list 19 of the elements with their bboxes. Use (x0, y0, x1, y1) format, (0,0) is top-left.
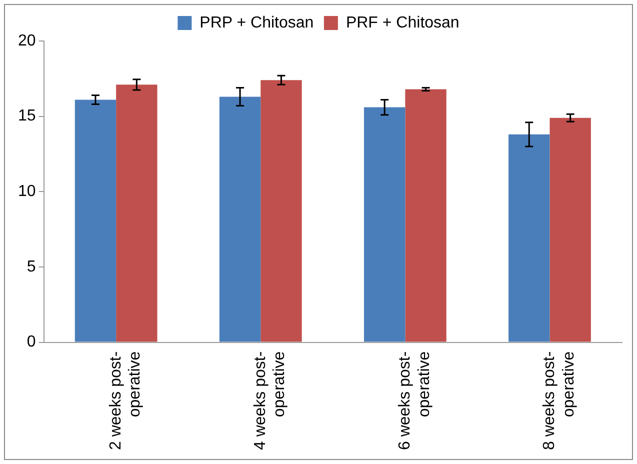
y-tick-label: 15 (18, 108, 36, 125)
bar (74, 100, 116, 342)
bar (405, 89, 446, 342)
bar (508, 134, 550, 342)
y-tick-label: 20 (18, 32, 36, 50)
bar (219, 96, 261, 342)
y-tick-label: 10 (18, 183, 36, 200)
bar (550, 118, 591, 342)
bar (116, 84, 158, 342)
bar (364, 107, 406, 342)
legend-label: PRF + Chitosan (346, 14, 460, 32)
legend-label: PRP + Chitosan (200, 14, 314, 32)
x-tick-label: 2 weeks post-operative (107, 351, 144, 450)
x-tick-label: 6 weeks post-operative (396, 351, 433, 450)
y-tick-label: 5 (26, 258, 36, 276)
x-tick-label: 8 weeks post-operative (541, 351, 578, 450)
x-tick-label: 4 weeks post-operative (252, 351, 288, 450)
y-tick-label: 0 (26, 334, 36, 351)
bar (260, 80, 302, 342)
